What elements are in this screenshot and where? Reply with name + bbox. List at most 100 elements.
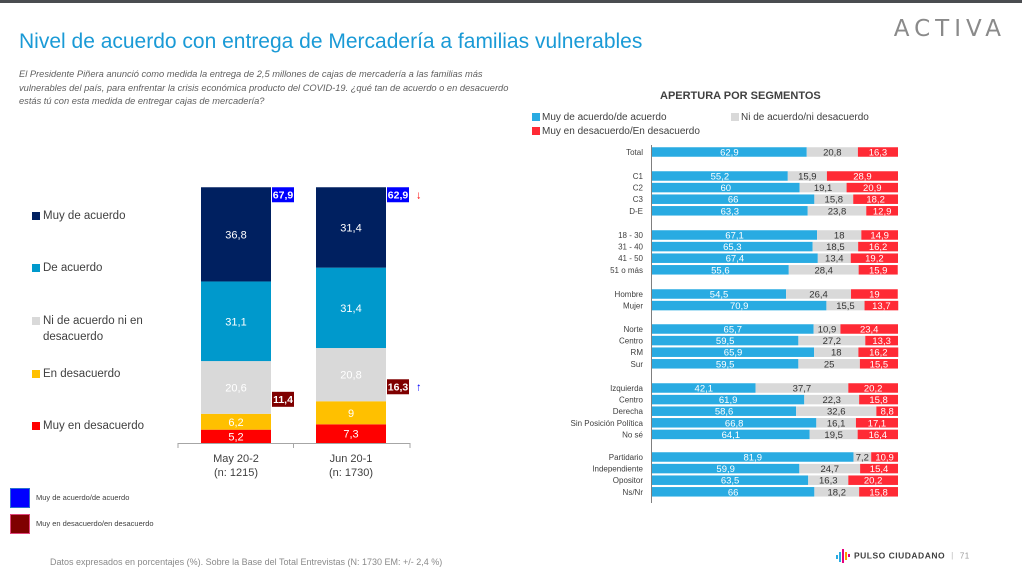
segment-bar-ni [814,347,859,357]
segment-value-label: 59,9 [716,464,735,475]
segment-bar-desacuerdo [826,171,898,181]
segment-bar-acuerdo [652,463,800,474]
bar-segment-muy_en_desacuerdo [316,424,386,443]
segment-value-label: 59,5 [716,336,735,347]
segment-value-label: 70,9 [730,301,749,312]
segment-row-label: Independiente [592,465,643,474]
segment-value-label: 8,8 [881,407,894,418]
legend-swatch-seg-desacuerdo [532,127,540,135]
segment-value-label: 15,5 [836,301,855,312]
segment-row-label: Sin Posición Política [571,419,644,428]
segment-value-label: 20,2 [864,384,883,395]
segment-value-label: 81,9 [743,453,762,464]
segment-value-label: 58,6 [715,407,734,418]
total-acuerdo-label: 62,9 [388,189,409,201]
data-label: 31,4 [340,303,361,315]
legend-label-seg-desacuerdo: Muy en desacuerdo/En desacuerdo [542,126,700,137]
segment-bar-acuerdo [652,206,808,216]
segment-row-label: Derecha [613,407,644,416]
legend-label: De acuerdo [43,262,103,274]
segment-bar-ni [814,487,860,497]
segment-bar-desacuerdo [865,335,898,346]
segment-bar-desacuerdo [857,147,898,157]
segment-row-label: Centro [619,337,644,346]
segment-value-label: 54,5 [710,290,729,301]
segment-bar-desacuerdo [861,230,898,240]
segment-bar-ni [814,194,854,204]
segment-value-label: 66 [728,487,739,498]
segment-value-label: 15,9 [798,172,817,183]
segment-bar-ni [812,241,859,252]
segment-value-label: 19,2 [865,254,884,265]
legend-swatch [32,422,40,430]
segments-title: APERTURA POR SEGMENTOS [660,90,821,102]
segment-row-label: C3 [633,195,644,204]
legend-swatch-seg-ni [731,113,739,121]
segment-row-label: Opositor [613,476,644,485]
segment-bar-ni [799,463,861,474]
segment-bar-ni [807,206,867,216]
x-tick-label: Jun 20-1 [330,453,373,465]
data-label: 20,8 [340,370,361,382]
segment-value-label: 55,6 [711,265,730,276]
segment-bar-ni [798,335,866,346]
segment-value-label: 65,9 [724,348,743,359]
legend-swatch [32,370,40,378]
segment-value-label: 17,1 [868,418,887,429]
segment-row-label: Hombre [615,290,644,299]
segment-bar-ni [826,300,865,311]
segment-row-label: 41 - 50 [618,254,643,263]
segment-value-label: 18,2 [866,195,885,206]
segment-bar-ni [817,253,851,263]
segment-row-label: D-E [629,207,643,216]
segment-value-label: 15,5 [870,359,889,370]
top-bar [0,0,1022,3]
segment-bar-desacuerdo [848,383,898,393]
segment-value-label: 62,9 [720,148,739,159]
pulso-brand-name: PULSO CIUDADANO [854,550,946,561]
data-label: 31,1 [225,316,246,328]
segment-bar-desacuerdo [858,347,899,357]
segment-bar-acuerdo [652,230,818,240]
segment-bar-desacuerdo [848,475,898,485]
segment-value-label: 10,9 [818,325,837,336]
segment-bar-desacuerdo [860,463,898,474]
segment-row-label: 18 - 30 [618,231,643,240]
segment-row-label: Ns/Nr [623,488,644,497]
bar-segment-en_desacuerdo [316,401,386,425]
segment-value-label: 15,8 [869,395,888,406]
segment-bar-ni [787,171,827,181]
total-desacuerdo-box [387,379,409,395]
page-title: Nivel de acuerdo con entrega de Mercader… [19,30,643,53]
legend-label-acuerdo: Muy de acuerdo/de acuerdo [36,493,130,502]
segment-row-label: 51 o más [610,266,643,275]
segment-row-label: Centro [619,396,644,405]
segment-bar-desacuerdo [853,194,898,204]
x-tick-label: May 20-2 [213,453,259,465]
segment-value-label: 67,4 [726,254,745,265]
segment-value-label: 15,8 [869,487,888,498]
segment-value-label: 16,3 [819,476,838,487]
segment-value-label: 13,3 [872,336,891,347]
left-stacked-bar-chart: 5,2 6,2 20,6 31,1 36,8 67,9 11,4 May 20-2 (n: 12… [177,187,422,479]
segment-value-label: 60 [721,183,732,194]
segments-legend-desacuerdo: Muy en desacuerdo/En desacuerdo [532,126,700,137]
bar-segment-de_acuerdo [201,281,271,362]
bar-segment-muy_en_desacuerdo [201,429,271,443]
legend-label: Ni de acuerdo ni en desacuerdo [43,315,143,343]
segment-bar-ni [817,230,862,240]
segment-value-label: 19,5 [824,430,843,441]
arrow-down-icon: ↓ [416,189,422,201]
segment-bar-acuerdo [652,194,815,204]
segment-value-label: 7,2 [856,453,869,464]
legend-swatch [32,317,40,325]
data-label: 36,8 [225,229,246,241]
segment-value-label: 59,5 [716,359,735,370]
segment-value-label: 65,7 [724,325,743,336]
total-acuerdo-label: 67,9 [273,189,294,201]
segment-bar-acuerdo [652,487,815,497]
legend-label-desacuerdo: Muy en desacuerdo/en desacuerdo [36,519,154,528]
bar-segment-ni_ni [201,361,271,414]
bar-segment-muy_de_acuerdo [316,187,386,268]
footer-note: Datos expresados en porcentajes (%). Sob… [50,557,443,567]
